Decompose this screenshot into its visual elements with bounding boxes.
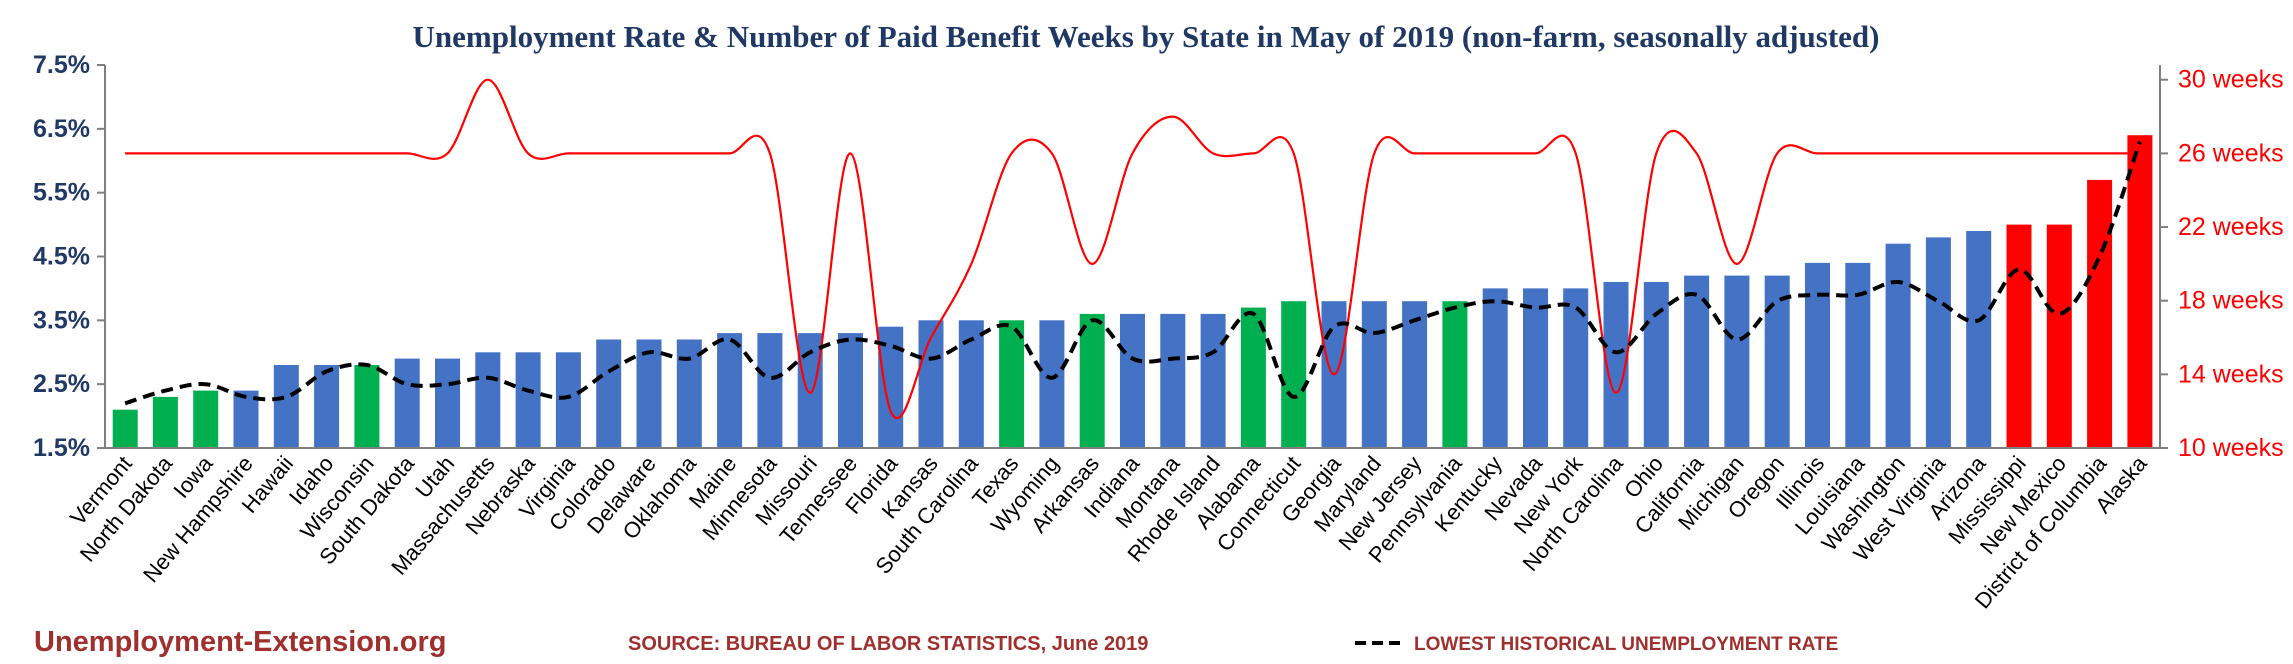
bar-illinois: [1805, 262, 1830, 448]
left-axis-ticks: 1.5% 2.5% 3.5% 4.5% 5.5% 6.5% 7.5%: [33, 51, 105, 462]
bar-minnesota: [757, 333, 783, 448]
bar-north-dakota: [152, 396, 178, 448]
bar-nevada: [1523, 288, 1548, 448]
right-tick-label: 18 weeks: [2178, 287, 2284, 315]
right-tick-label: 26 weeks: [2178, 139, 2284, 167]
bar-ohio: [1643, 282, 1669, 448]
bar-washington: [1885, 243, 1911, 448]
left-tick-label: 1.5%: [33, 434, 90, 462]
bar-virginia: [555, 352, 581, 449]
right-tick-label: 30 weeks: [2178, 66, 2284, 94]
right-tick-label: 22 weeks: [2178, 213, 2284, 241]
bar-south-dakota: [394, 358, 420, 448]
bar-wisconsin: [354, 365, 380, 448]
chart-title: Unemployment Rate & Number of Paid Benef…: [413, 19, 1880, 54]
left-tick-label: 7.5%: [33, 51, 90, 79]
legend-label-lowest-rate: LOWEST HISTORICAL UNEMPLOYMENT RATE: [1414, 634, 1838, 655]
bar-delaware: [636, 339, 662, 448]
bar-connecticut: [1281, 301, 1307, 448]
bar-maryland: [1361, 301, 1387, 448]
bar-nebraska: [515, 352, 541, 449]
bar-alaska: [2127, 135, 2153, 448]
series-line-lowest-historical-rate: [124, 140, 2142, 406]
right-tick-label: 10 weeks: [2178, 434, 2284, 462]
bar-texas: [999, 320, 1025, 448]
left-tick-label: 4.5%: [33, 243, 90, 271]
bar-pennsylvania: [1442, 301, 1468, 448]
bar-iowa: [193, 390, 219, 448]
bar-massachusetts: [475, 352, 501, 449]
left-tick-label: 2.5%: [33, 370, 90, 398]
bar-utah: [435, 358, 460, 448]
bar-michigan: [1724, 275, 1750, 448]
series-line-paid-benefit-weeks: [125, 78, 2140, 420]
bar-new-mexico: [2046, 224, 2072, 448]
right-tick-label: 14 weeks: [2178, 360, 2284, 388]
bar-maine: [717, 333, 743, 448]
right-axis-ticks: 10 weeks 14 weeks 18 weeks 22 weeks 26 weeks…: [2160, 66, 2284, 462]
bar-west-virginia: [1925, 237, 1951, 448]
bar-kentucky: [1482, 288, 1508, 448]
bar-arkansas: [1079, 313, 1105, 448]
left-tick-label: 6.5%: [33, 115, 90, 143]
bar-alabama: [1240, 307, 1266, 448]
bar-new-york: [1563, 288, 1589, 448]
bar-hawaii: [273, 365, 299, 448]
bar-series-unemployment-rate: [112, 135, 2153, 449]
source-label: SOURCE: BUREAU OF LABOR STATISTICS, June…: [628, 633, 1148, 655]
bar-new-jersey: [1402, 301, 1428, 448]
bar-district-of-columbia: [2087, 179, 2113, 448]
bar-oregon: [1764, 275, 1790, 448]
bar-idaho: [314, 365, 340, 448]
bar-arizona: [1966, 231, 1992, 448]
bar-colorado: [596, 339, 622, 448]
bar-tennessee: [838, 333, 863, 448]
bar-mississippi: [2006, 224, 2032, 448]
brand-label: Unemployment-Extension.org: [34, 626, 447, 658]
bar-kansas: [918, 320, 944, 448]
left-tick-label: 5.5%: [33, 179, 90, 207]
bar-vermont: [112, 409, 138, 448]
left-tick-label: 3.5%: [33, 306, 90, 334]
bar-rhode-island: [1200, 313, 1226, 448]
bar-wyoming: [1039, 320, 1065, 448]
bar-indiana: [1120, 313, 1145, 448]
bar-montana: [1160, 313, 1186, 448]
